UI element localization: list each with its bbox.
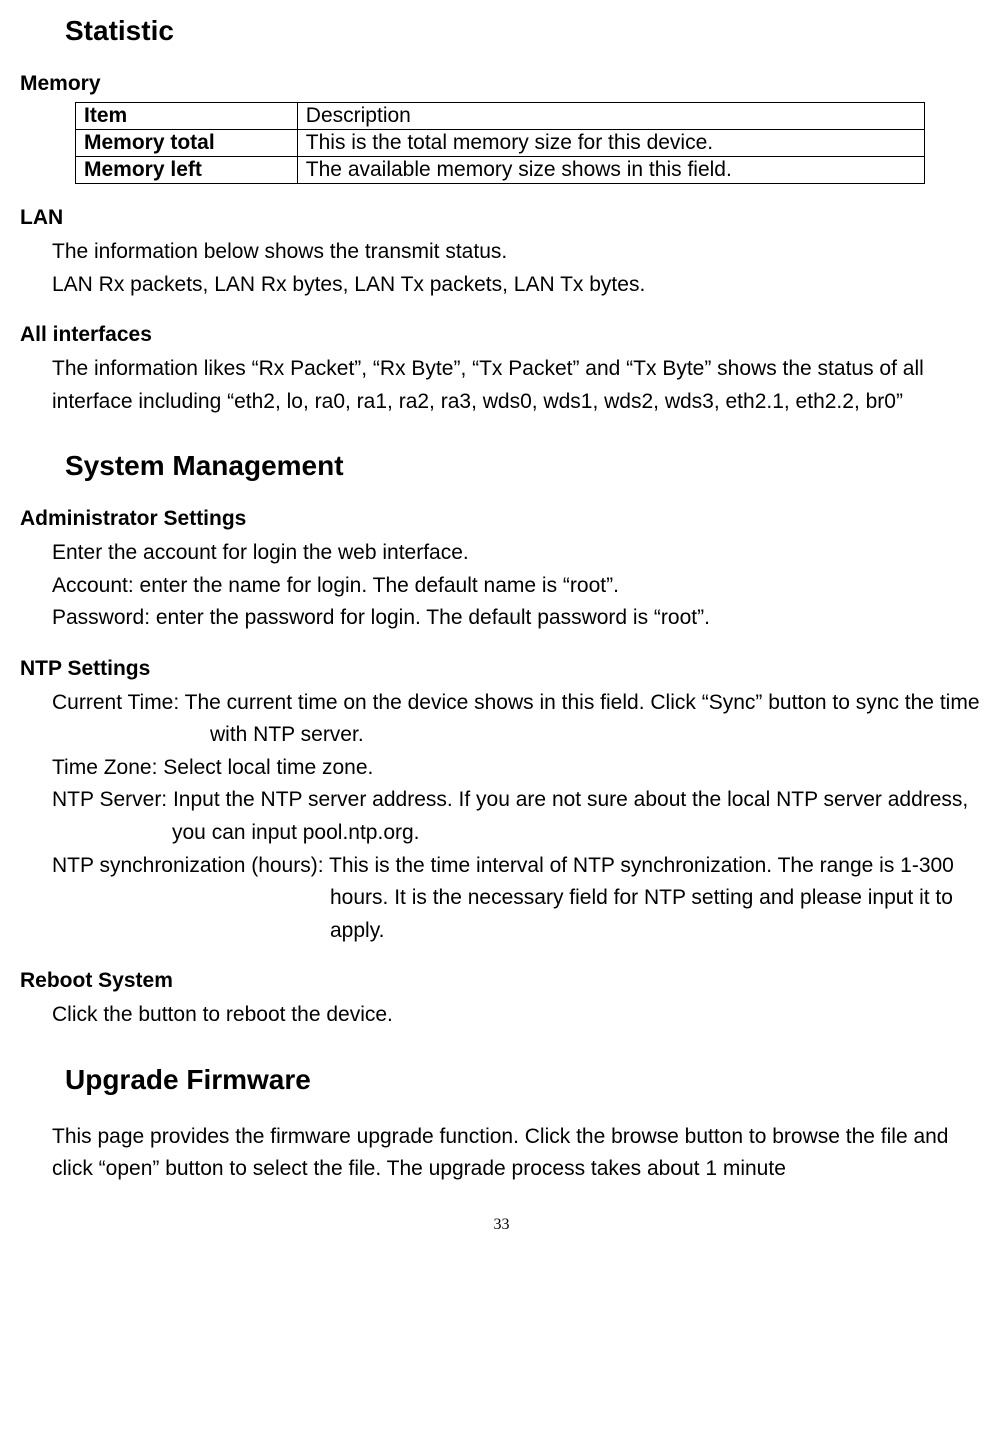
lan-line1: The information below shows the transmit… [52,236,983,269]
table-cell-description: This is the total memory size for this d… [297,130,924,157]
section-upgrade-firmware: This page provides the firmware upgrade … [20,1121,983,1186]
section-lan: LAN The information below shows the tran… [20,206,983,301]
heading-upgrade-firmware: Upgrade Firmware [65,1064,983,1096]
upgrade-paragraph: This page provides the firmware upgrade … [52,1121,983,1186]
all-interfaces-text: The information likes “Rx Packet”, “Rx B… [52,353,983,418]
ntp-time-zone: Time Zone: Select local time zone. [52,752,983,785]
section-reboot-system: Reboot System Click the button to reboot… [20,969,983,1032]
table-header-item: Item [76,103,298,130]
memory-table: Item Description Memory total This is th… [75,102,925,184]
section-memory: Memory Item Description Memory total Thi… [20,72,983,184]
admin-text: Enter the account for login the web inte… [52,537,983,635]
table-header-row: Item Description [76,103,925,130]
heading-system-management: System Management [65,450,983,482]
section-ntp-settings: NTP Settings Current Time: The current t… [20,657,983,947]
subheading-admin-settings: Administrator Settings [20,507,983,531]
admin-line3: Password: enter the password for login. … [52,602,983,635]
table-cell-description: The available memory size shows in this … [297,157,924,184]
subheading-lan: LAN [20,206,983,230]
reboot-text: Click the button to reboot the device. [52,999,983,1032]
ntp-sync: NTP synchronization (hours): This is the… [52,850,983,948]
section-all-interfaces: All interfaces The information likes “Rx… [20,323,983,418]
document-page: Statistic Memory Item Description Memory… [0,15,1003,1234]
table-row: Memory left The available memory size sh… [76,157,925,184]
ntp-current-time: Current Time: The current time on the de… [52,687,983,752]
table-header-description: Description [297,103,924,130]
subheading-memory: Memory [20,72,983,96]
admin-line1: Enter the account for login the web inte… [52,537,983,570]
admin-line2: Account: enter the name for login. The d… [52,570,983,603]
all-interfaces-paragraph: The information likes “Rx Packet”, “Rx B… [52,353,983,418]
subheading-ntp-settings: NTP Settings [20,657,983,681]
ntp-text: Current Time: The current time on the de… [52,687,983,947]
lan-text: The information below shows the transmit… [52,236,983,301]
upgrade-text: This page provides the firmware upgrade … [52,1121,983,1186]
table-cell-item: Memory left [76,157,298,184]
page-number: 33 [20,1216,983,1234]
table-row: Memory total This is the total memory si… [76,130,925,157]
subheading-all-interfaces: All interfaces [20,323,983,347]
subheading-reboot-system: Reboot System [20,969,983,993]
heading-statistic: Statistic [65,15,983,47]
reboot-paragraph: Click the button to reboot the device. [52,999,983,1032]
ntp-server: NTP Server: Input the NTP server address… [52,784,983,849]
section-admin-settings: Administrator Settings Enter the account… [20,507,983,635]
lan-line2: LAN Rx packets, LAN Rx bytes, LAN Tx pac… [52,269,983,302]
table-cell-item: Memory total [76,130,298,157]
